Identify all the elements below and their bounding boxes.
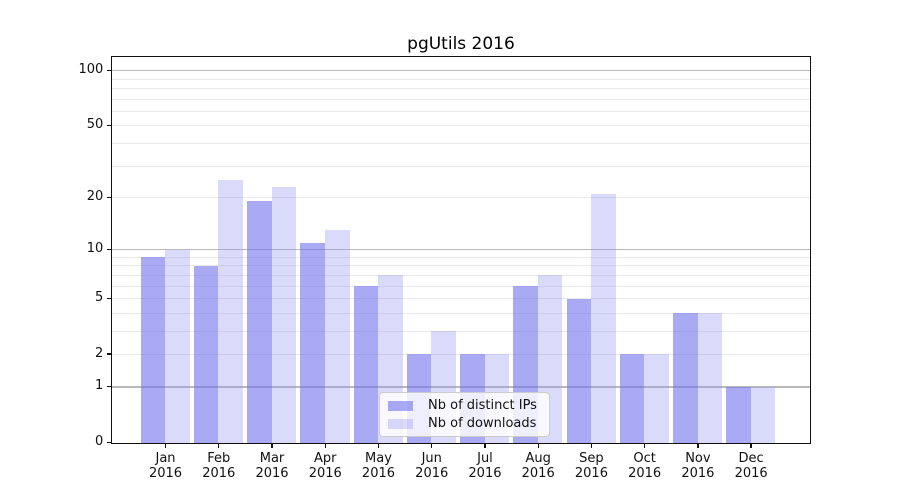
bar-nb-of-downloads-nov	[697, 313, 723, 443]
x-tick-label-jan: Jan 2016	[148, 450, 183, 482]
gridline-major-100	[112, 70, 810, 72]
x-tick-mark-may	[377, 443, 380, 448]
legend: Nb of distinct IPs Nb of downloads	[379, 392, 550, 437]
x-tick-mark-mar	[271, 443, 273, 448]
gridline-minor-5	[112, 298, 810, 300]
gridline-minor-50	[112, 125, 810, 127]
bar-nb-of-downloads-apr	[324, 230, 350, 443]
x-tick-label-oct: Oct 2016	[628, 450, 662, 482]
y-tick-mark-100	[107, 69, 112, 72]
bar-nb-of-distinct-ips-sep	[566, 298, 592, 443]
x-tick-mark-oct	[644, 443, 646, 448]
x-tick-label-jun: Jun 2016	[415, 450, 449, 482]
x-tick-label-aug: Aug 2016	[521, 450, 555, 482]
bar-nb-of-distinct-ips-mar	[247, 201, 272, 443]
bar-nb-of-distinct-ips-apr	[300, 242, 325, 443]
y-tick-mark-0	[107, 442, 112, 444]
y-tick-label-1: 1	[95, 378, 104, 394]
x-tick-label-sep: Sep 2016	[574, 450, 608, 482]
bar-nb-of-downloads-feb	[218, 180, 244, 443]
bar-nb-of-distinct-ips-jan	[140, 257, 166, 443]
x-tick-mark-jul	[484, 443, 486, 448]
bar-nb-of-downloads-sep	[591, 193, 616, 443]
legend-label-downloads: Nb of downloads	[428, 416, 537, 431]
x-tick-label-dec: Dec 2016	[734, 450, 768, 482]
x-tick-label-nov: Nov 2016	[681, 450, 715, 482]
x-tick-mark-jun	[431, 443, 433, 448]
y-tick-label-100: 100	[78, 62, 104, 78]
bar-nb-of-distinct-ips-dec	[726, 387, 751, 443]
x-tick-label-jul: Jul 2016	[468, 450, 502, 482]
bar-nb-of-downloads-oct	[644, 354, 669, 443]
y-tick-mark-1	[107, 386, 112, 388]
gridline-minor-7	[112, 274, 810, 276]
x-tick-mark-nov	[697, 443, 699, 448]
plot-area: Nb of distinct IPs Nb of downloads	[111, 56, 811, 444]
y-tick-label-2: 2	[95, 345, 104, 361]
y-tick-mark-20	[107, 196, 112, 198]
gridline-minor-9	[112, 256, 810, 258]
gridline-minor-70	[112, 98, 810, 100]
y-tick-label-20: 20	[86, 188, 104, 204]
y-tick-label-10: 10	[86, 240, 104, 256]
x-tick-label-may: May 2016	[361, 450, 396, 482]
y-tick-mark-5	[107, 297, 112, 299]
gridline-minor-8	[112, 265, 810, 267]
y-tick-mark-50	[107, 124, 112, 127]
gridline-major-10	[112, 248, 810, 251]
gridline-minor-30	[112, 165, 810, 167]
x-tick-mark-apr	[324, 443, 326, 448]
y-tick-mark-10	[107, 248, 112, 250]
bar-nb-of-downloads-dec	[750, 387, 776, 443]
gridline-minor-3	[112, 330, 810, 332]
bar-nb-of-downloads-mar	[271, 186, 297, 443]
gridline-minor-4	[112, 312, 810, 314]
legend-swatch-distinct-ips	[388, 400, 413, 411]
gridline-minor-40	[112, 143, 810, 145]
bar-nb-of-distinct-ips-feb	[193, 265, 219, 443]
x-tick-label-mar: Mar 2016	[255, 450, 289, 482]
legend-entry-downloads: Nb of downloads	[388, 416, 537, 431]
bar-nb-of-distinct-ips-nov	[673, 313, 698, 443]
x-tick-label-apr: Apr 2016	[308, 450, 342, 482]
x-tick-mark-feb	[218, 443, 220, 448]
y-tick-label-50: 50	[86, 117, 104, 133]
gridline-minor-80	[112, 88, 810, 90]
x-tick-mark-dec	[750, 443, 752, 448]
x-tick-label-feb: Feb 2016	[202, 450, 236, 482]
y-tick-mark-2	[107, 353, 112, 355]
y-tick-label-0: 0	[95, 434, 104, 450]
legend-swatch-downloads	[388, 418, 413, 429]
bar-nb-of-downloads-jan	[165, 249, 190, 443]
legend-entry-distinct-ips: Nb of distinct IPs	[388, 398, 537, 413]
x-tick-mark-sep	[590, 443, 593, 448]
gridline-minor-6	[112, 285, 810, 287]
gridline-minor-90	[112, 78, 810, 80]
legend-label-distinct-ips: Nb of distinct IPs	[428, 398, 537, 413]
bar-nb-of-distinct-ips-may	[353, 286, 379, 443]
gridline-minor-60	[112, 111, 810, 112]
x-tick-mark-aug	[537, 443, 539, 448]
bar-nb-of-distinct-ips-oct	[619, 354, 645, 443]
x-tick-mark-jan	[164, 443, 167, 448]
y-tick-label-5: 5	[95, 289, 104, 305]
gridline-minor-20	[112, 196, 810, 198]
chart-title: pgUtils 2016	[407, 34, 515, 54]
